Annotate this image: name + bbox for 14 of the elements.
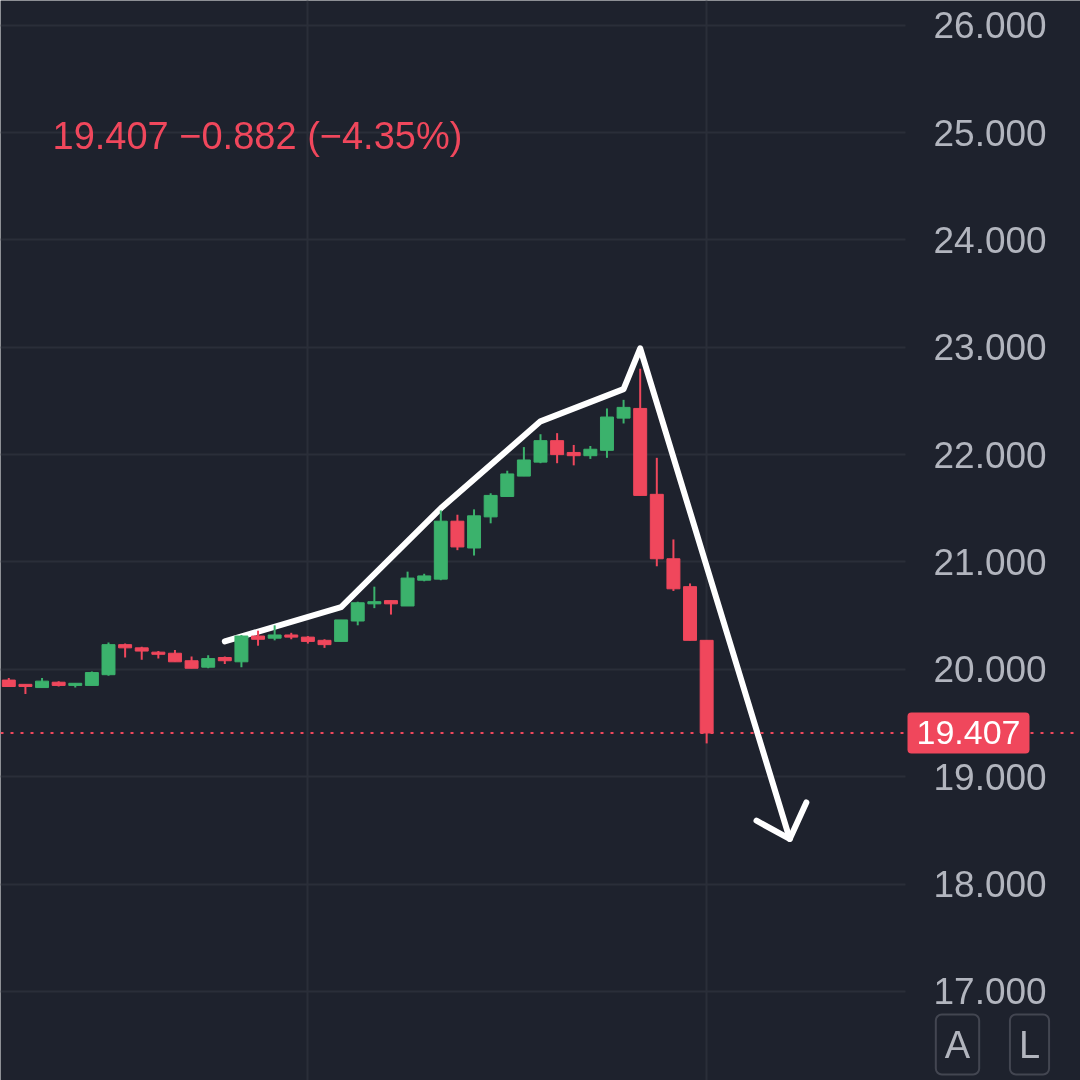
y-tick-label: 24.000 [933, 219, 1047, 261]
y-tick-label: 18.000 [933, 864, 1047, 906]
y-tick-label: 22.000 [933, 434, 1047, 476]
y-tick-label: 25.000 [933, 112, 1047, 154]
y-tick-label: 19.000 [933, 756, 1047, 798]
annotation: A [944, 1023, 971, 1066]
annotation: L [1018, 1023, 1041, 1066]
y-tick-label: 26.000 [933, 5, 1047, 47]
y-tick-label: 21.000 [933, 541, 1047, 583]
text: 19.407 −0.882 (−4.35%) [52, 114, 463, 157]
y-tick-label: 17.000 [933, 971, 1047, 1013]
ref-line-label: 19.407 [916, 713, 1021, 752]
y-tick-label: 20.000 [933, 649, 1047, 691]
y-tick-label: 23.000 [933, 327, 1047, 369]
